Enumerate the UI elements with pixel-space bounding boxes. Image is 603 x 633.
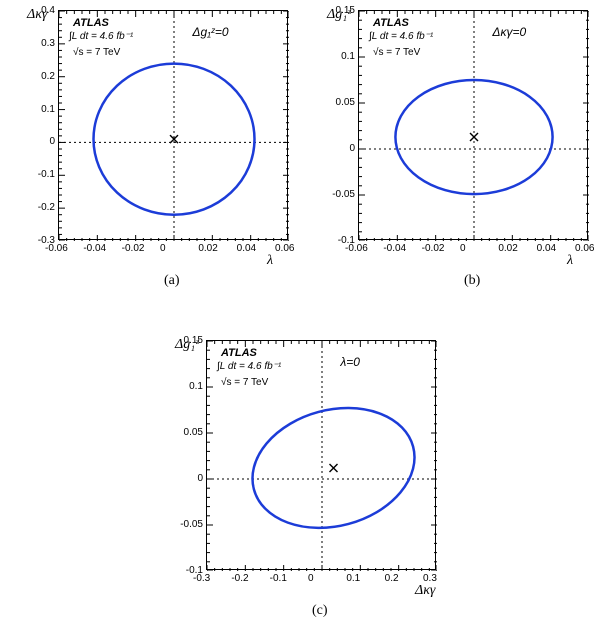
atlas-label: ATLAS (73, 17, 109, 29)
atlas-label: ATLAS (373, 17, 409, 29)
energy-label: √s = 7 TeV (73, 47, 120, 58)
plot-svg (59, 11, 289, 241)
x-tick-label: -0.02 (122, 243, 145, 254)
y-axis-label: Δg₁ᶻ (327, 7, 350, 23)
subplot-caption: (b) (464, 273, 480, 289)
x-tick-label: 0.04 (537, 243, 556, 254)
x-tick-label: 0 (160, 243, 166, 254)
x-tick-label: -0.1 (270, 573, 287, 584)
panel-b: -0.06-0.04-0.0200.020.040.06-0.1-0.0500.… (358, 10, 588, 240)
plot-svg (359, 11, 589, 241)
x-axis-label: λ (567, 253, 573, 269)
y-tick-label: 0.1 (41, 104, 55, 115)
x-tick-label: 0.2 (385, 573, 399, 584)
x-axis-label: Δκγ (415, 583, 435, 599)
y-tick-label: 0.05 (336, 97, 355, 108)
y-tick-label: 0 (49, 136, 55, 147)
y-tick-label: 0.2 (41, 71, 55, 82)
subplot-caption: (c) (312, 603, 328, 619)
luminosity-label: ∫L dt = 4.6 fb⁻¹ (69, 31, 133, 42)
x-tick-label: -0.02 (422, 243, 445, 254)
y-axis-label: Δg₁ᶻ (175, 337, 198, 353)
energy-label: √s = 7 TeV (221, 377, 268, 388)
constraint-label: Δκγ=0 (492, 25, 526, 39)
constraint-label: Δg₁ᶻ=0 (192, 25, 228, 39)
y-tick-label: -0.05 (332, 189, 355, 200)
plot-svg (207, 341, 437, 571)
panel-c: -0.3-0.2-0.100.10.20.3-0.1-0.0500.050.10… (206, 340, 436, 570)
x-axis-label: λ (267, 253, 273, 269)
y-tick-label: -0.05 (180, 519, 203, 530)
x-tick-label: 0.04 (237, 243, 256, 254)
y-tick-label: 0.1 (341, 51, 355, 62)
y-axis-label: Δκγ (27, 7, 47, 23)
y-tick-label: 0 (349, 143, 355, 154)
x-tick-label: 0.02 (498, 243, 517, 254)
x-tick-label: -0.04 (83, 243, 106, 254)
atlas-label: ATLAS (221, 347, 257, 359)
y-tick-label: 0 (197, 473, 203, 484)
y-tick-label: -0.1 (38, 169, 55, 180)
panel-a: -0.06-0.04-0.0200.020.040.06-0.3-0.2-0.1… (58, 10, 288, 240)
x-tick-label: 0 (308, 573, 314, 584)
y-tick-label: 0.1 (189, 381, 203, 392)
subplot-caption: (a) (164, 273, 180, 289)
y-tick-label: 0.3 (41, 38, 55, 49)
x-tick-label: 0.1 (346, 573, 360, 584)
x-tick-label: 0.02 (198, 243, 217, 254)
plot-frame: -0.06-0.04-0.0200.020.040.06-0.3-0.2-0.1… (58, 10, 288, 240)
x-tick-label: 0 (460, 243, 466, 254)
luminosity-label: ∫L dt = 4.6 fb⁻¹ (369, 31, 433, 42)
y-tick-label: -0.1 (186, 565, 203, 576)
plot-frame: -0.3-0.2-0.100.10.20.3-0.1-0.0500.050.10… (206, 340, 436, 570)
x-tick-label: 0.06 (575, 243, 594, 254)
y-tick-label: -0.2 (38, 202, 55, 213)
x-tick-label: -0.04 (383, 243, 406, 254)
constraint-label: λ=0 (340, 355, 360, 369)
luminosity-label: ∫L dt = 4.6 fb⁻¹ (217, 361, 281, 372)
y-tick-label: -0.3 (38, 235, 55, 246)
energy-label: √s = 7 TeV (373, 47, 420, 58)
plot-frame: -0.06-0.04-0.0200.020.040.06-0.1-0.0500.… (358, 10, 588, 240)
x-tick-label: -0.2 (231, 573, 248, 584)
y-tick-label: 0.05 (184, 427, 203, 438)
y-tick-label: -0.1 (338, 235, 355, 246)
x-tick-label: 0.06 (275, 243, 294, 254)
